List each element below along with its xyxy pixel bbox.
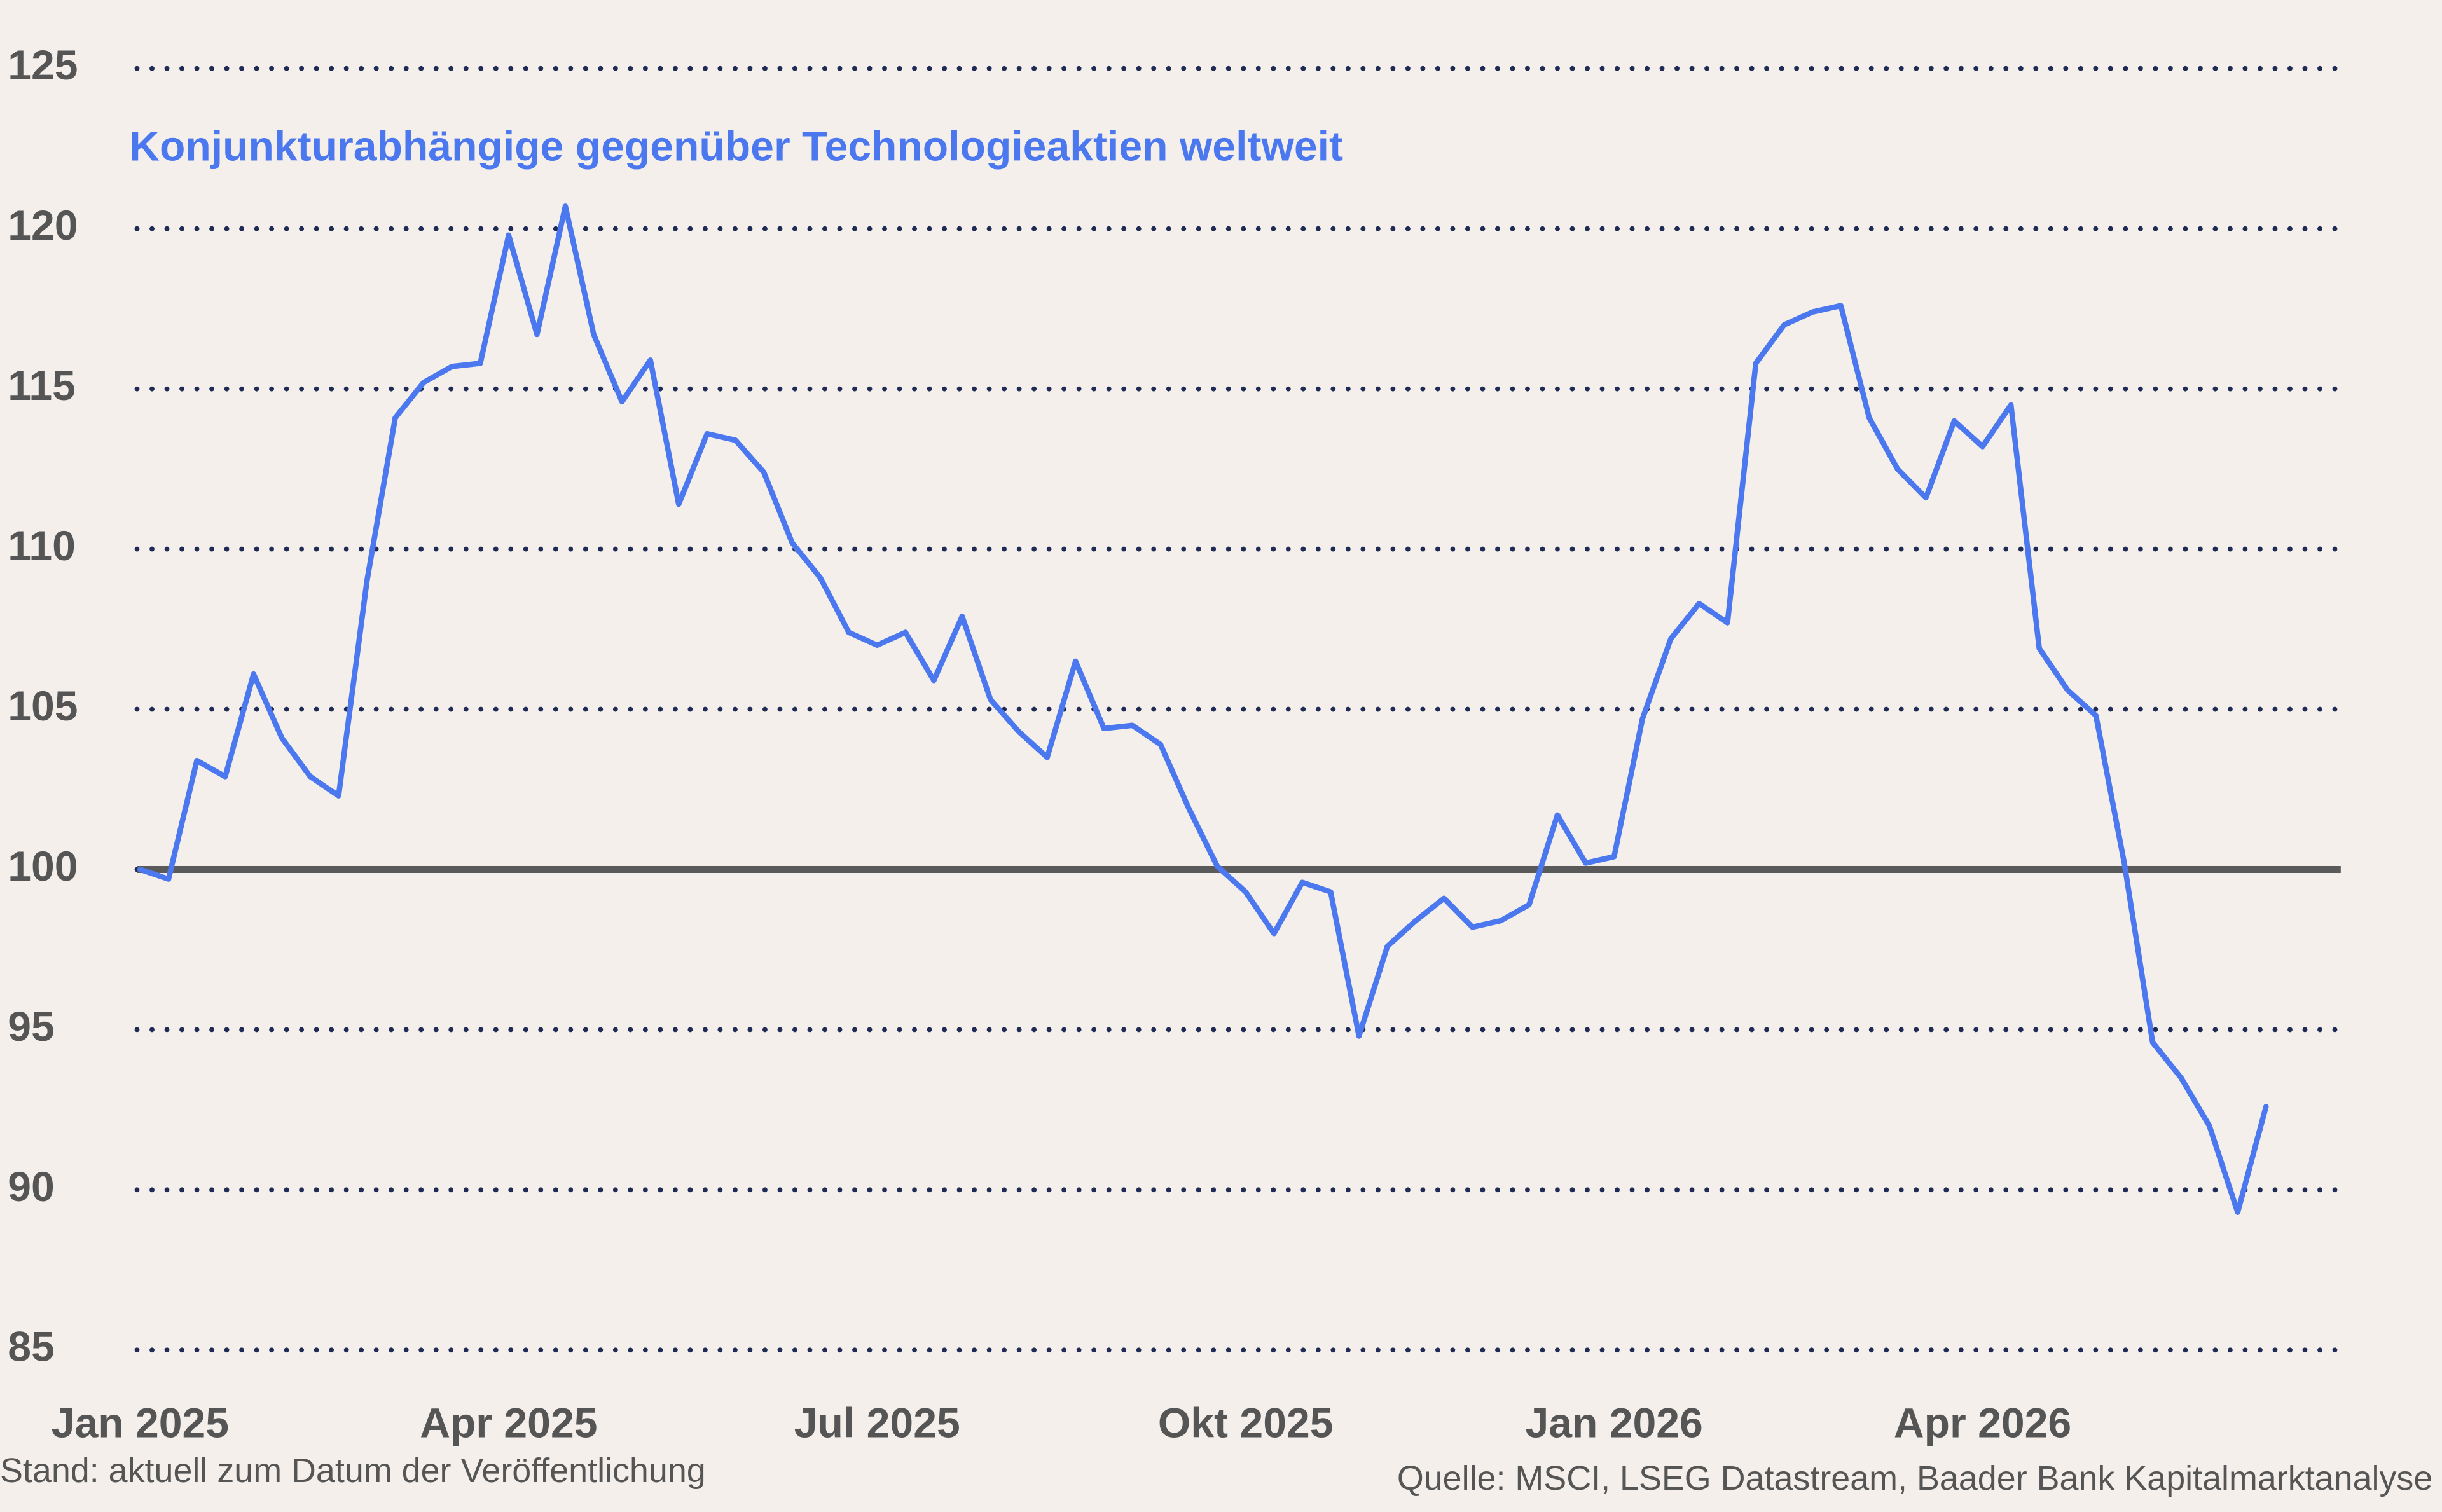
y-tick-label: 95: [8, 1003, 55, 1050]
series-label: Konjunkturabhängige gegenüber Technologi…: [129, 123, 1343, 170]
x-tick-label: Jul 2025: [794, 1400, 960, 1447]
y-tick-label: 105: [8, 683, 78, 730]
y-tick-label: 110: [8, 523, 76, 570]
y-tick-label: 120: [8, 202, 78, 249]
x-tick-label: Apr 2025: [420, 1400, 597, 1447]
source: Quelle: MSCI, LSEG Datastream, Baader Ba…: [1397, 1459, 2432, 1497]
x-tick-label: Jan 2025: [52, 1400, 229, 1447]
y-tick-label: 90: [8, 1164, 55, 1211]
x-tick-label: Okt 2025: [1158, 1400, 1334, 1447]
y-tick-label: 125: [8, 42, 78, 89]
y-tick-label: 85: [8, 1324, 55, 1371]
line: [137, 203, 2269, 1215]
x-tick-label: Jan 2026: [1525, 1400, 1702, 1447]
x-tick-label: Apr 2026: [1894, 1400, 2071, 1447]
note: Stand: aktuell zum Datum der Veröffentli…: [0, 1452, 706, 1490]
y-tick-label: 100: [8, 843, 78, 890]
y-tick-label: 115: [8, 362, 76, 409]
